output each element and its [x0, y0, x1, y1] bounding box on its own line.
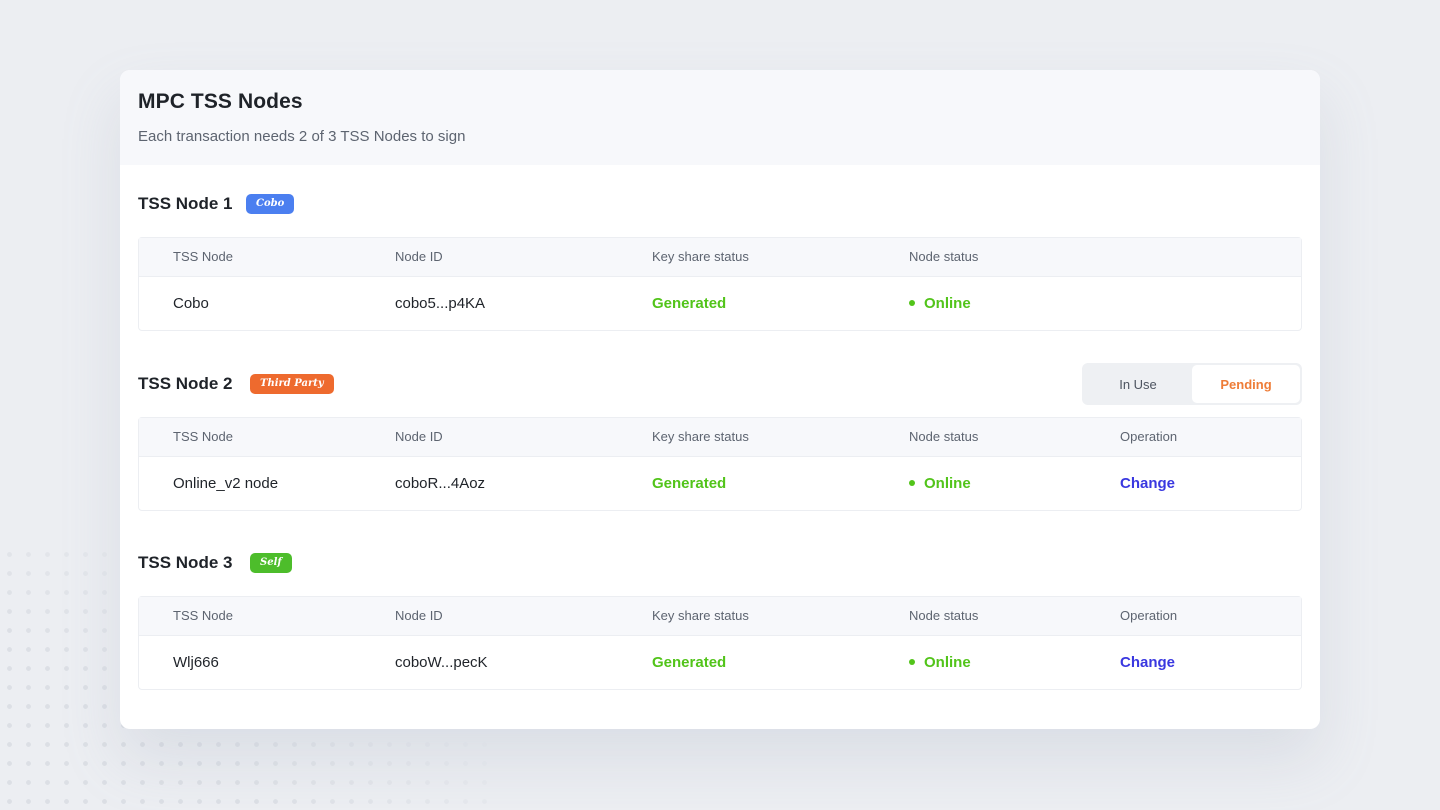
table-header: TSS Node Node ID Key share status Node s… [139, 418, 1301, 457]
section-title: TSS Node 3 [138, 553, 233, 572]
node-status-label: Online [924, 654, 971, 671]
node-status-label: Online [924, 475, 971, 492]
toggle-pending[interactable]: Pending [1192, 365, 1300, 403]
key-share-status: Generated [652, 295, 727, 312]
tss-nodes-card: MPC TSS Nodes Each transaction needs 2 o… [120, 70, 1320, 729]
column-header-key-share-status: Key share status [652, 249, 749, 264]
table-row: Wlj666 coboW...pecK Generated Online Cha… [139, 635, 1301, 690]
column-header-node-status: Node status [909, 249, 979, 264]
node-name: Online_v2 node [173, 475, 279, 492]
column-header-tss-node: TSS Node [173, 608, 233, 623]
tss-node-3-section: TSS Node 3 Self TSS Node Node ID Key sha… [138, 543, 1302, 690]
table-row: Online_v2 node coboR...4Aoz Generated On… [139, 456, 1301, 511]
column-header-tss-node: TSS Node [173, 249, 233, 264]
tss-node-3-table: TSS Node Node ID Key share status Node s… [138, 596, 1302, 690]
online-dot-icon [909, 480, 915, 487]
node-status: Online [909, 276, 971, 331]
node-id: coboW...pecK [395, 654, 488, 671]
column-header-operation: Operation [1120, 608, 1178, 623]
node-status-label: Online [924, 295, 971, 312]
online-dot-icon [909, 300, 915, 307]
column-header-node-id: Node ID [395, 608, 443, 623]
column-header-key-share-status: Key share status [652, 608, 749, 623]
toggle-in-use[interactable]: In Use [1119, 376, 1157, 392]
section-header: TSS Node 1 Cobo [138, 184, 1302, 224]
tss-node-1-table: TSS Node Node ID Key share status Node s… [138, 237, 1302, 331]
tss-node-2-section: TSS Node 2 Third Party In Use Pending TS… [138, 363, 1302, 511]
card-header: MPC TSS Nodes Each transaction needs 2 o… [120, 70, 1320, 165]
column-header-node-status: Node status [909, 608, 979, 623]
table-header: TSS Node Node ID Key share status Node s… [139, 238, 1301, 277]
self-tag: Self [250, 553, 292, 573]
change-button[interactable]: Change [1120, 654, 1176, 671]
column-header-node-status: Node status [909, 429, 979, 444]
table-header: TSS Node Node ID Key share status Node s… [139, 597, 1301, 636]
node-status: Online [909, 456, 971, 511]
table-row: Cobo cobo5...p4KA Generated Online [139, 276, 1301, 331]
node-name: Cobo [173, 295, 209, 312]
section-header: TSS Node 2 Third Party In Use Pending [138, 363, 1302, 405]
tss-node-1-section: TSS Node 1 Cobo TSS Node Node ID Key sha… [138, 184, 1302, 331]
cobo-tag: Cobo [246, 194, 295, 214]
column-header-key-share-status: Key share status [652, 429, 749, 444]
page-title: MPC TSS Nodes [138, 90, 303, 113]
tss-node-2-table: TSS Node Node ID Key share status Node s… [138, 417, 1302, 511]
node-id: cobo5...p4KA [395, 295, 486, 312]
node-status: Online [909, 635, 971, 690]
node-name: Wlj666 [173, 654, 219, 671]
column-header-operation: Operation [1120, 429, 1178, 444]
column-header-tss-node: TSS Node [173, 429, 233, 444]
section-title: TSS Node 2 [138, 374, 233, 393]
key-share-status: Generated [652, 475, 727, 492]
online-dot-icon [909, 659, 915, 666]
section-header: TSS Node 3 Self [138, 543, 1302, 583]
page-subtitle: Each transaction needs 2 of 3 TSS Nodes … [138, 128, 466, 145]
node-id: coboR...4Aoz [395, 475, 486, 492]
third-party-tag: Third Party [250, 374, 334, 394]
section-title: TSS Node 1 [138, 194, 233, 213]
key-share-status: Generated [652, 654, 727, 671]
change-button[interactable]: Change [1120, 475, 1176, 492]
column-header-node-id: Node ID [395, 249, 443, 264]
column-header-node-id: Node ID [395, 429, 443, 444]
status-toggle: In Use Pending [1082, 363, 1302, 405]
